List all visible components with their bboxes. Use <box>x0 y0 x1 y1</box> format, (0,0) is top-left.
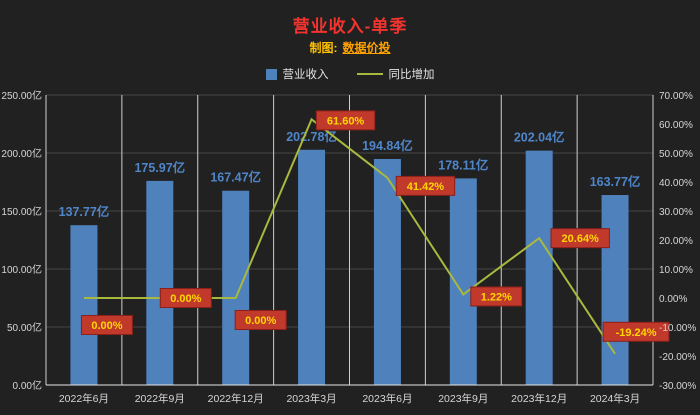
bar-value-label: 202.78亿 <box>286 129 337 144</box>
left-axis-tick: 100.00亿 <box>1 263 42 276</box>
x-axis-label: 2022年9月 <box>135 392 185 405</box>
yoy-label: 41.42% <box>407 181 445 193</box>
right-axis-tick: -20.00% <box>659 352 696 363</box>
yoy-label: 0.00% <box>170 293 201 305</box>
right-axis-tick: 0.00% <box>659 294 687 305</box>
yoy-label: 20.64% <box>562 233 600 245</box>
bar-value-label: 194.84亿 <box>362 138 413 153</box>
bar-2023年12月[interactable] <box>525 150 553 385</box>
right-axis-tick: -10.00% <box>659 323 696 334</box>
legend-item-revenue[interactable]: 营业收入 <box>265 66 329 82</box>
bar-2024年3月[interactable] <box>601 195 629 385</box>
chart-subtitle: 制图: 数据价投 <box>0 39 700 56</box>
left-axis-tick: 0.00亿 <box>13 379 42 392</box>
legend-line-label: 同比增加 <box>388 69 435 81</box>
bar-value-label: 202.04亿 <box>514 130 565 145</box>
legend-item-yoy[interactable]: 同比增加 <box>356 66 435 82</box>
yoy-label: 0.00% <box>245 315 276 327</box>
bar-value-label: 178.11亿 <box>438 157 488 172</box>
bar-2022年12月[interactable] <box>222 190 250 385</box>
yoy-label-box <box>602 321 670 342</box>
legend-bar-swatch-icon <box>265 68 277 80</box>
yoy-label-box <box>159 288 212 308</box>
legend-line-swatch-icon <box>356 73 383 75</box>
x-axis-label: 2024年3月 <box>590 392 640 405</box>
left-axis-tick: 150.00亿 <box>1 205 42 218</box>
left-axis-tick: 50.00亿 <box>7 321 42 334</box>
right-axis-tick: 20.00% <box>659 236 693 247</box>
yoy-label-box <box>234 310 287 330</box>
x-axis-label: 2023年3月 <box>286 392 336 405</box>
bar-value-label: 175.97亿 <box>134 160 185 175</box>
right-axis-tick: 30.00% <box>659 207 693 218</box>
subtitle-author-link[interactable]: 数据价投 <box>342 41 391 55</box>
chart-legend: 营业收入 同比增加 <box>0 66 700 82</box>
bar-value-label: 167.47亿 <box>210 170 261 185</box>
bar-value-label: 137.77亿 <box>59 204 110 219</box>
yoy-label-box <box>470 286 523 307</box>
yoy-label-box <box>550 228 610 249</box>
x-axis-label: 2022年6月 <box>59 392 109 405</box>
bar-2023年6月[interactable] <box>373 158 401 385</box>
yoy-label-box <box>315 110 376 131</box>
yoy-label: 1.22% <box>481 291 512 303</box>
yoy-label-box <box>395 175 456 196</box>
yoy-label-box <box>80 315 133 335</box>
chart-title: 营业收入-单季 <box>292 17 408 36</box>
x-axis-label: 2023年12月 <box>511 392 567 405</box>
bar-2023年3月[interactable] <box>298 149 326 385</box>
left-axis-tick: 250.00亿 <box>1 89 42 102</box>
right-axis-tick: 60.00% <box>659 120 693 131</box>
right-axis-tick: 10.00% <box>659 265 693 276</box>
right-axis-tick: 50.00% <box>659 149 693 160</box>
right-axis-tick: 40.00% <box>659 178 693 189</box>
bar-value-label: 163.77亿 <box>590 174 641 189</box>
legend-bar-label: 营业收入 <box>282 69 329 81</box>
bar-2022年9月[interactable] <box>146 180 174 385</box>
x-axis-label: 2023年6月 <box>362 392 412 405</box>
right-axis-tick: -30.00% <box>659 381 696 392</box>
subtitle-prefix: 制图: <box>309 41 338 55</box>
x-axis-label: 2023年9月 <box>438 392 488 405</box>
yoy-label: 0.00% <box>91 320 122 332</box>
yoy-label: 61.60% <box>327 115 365 127</box>
x-axis-label: 2022年12月 <box>208 392 264 405</box>
bar-2022年6月[interactable] <box>70 225 98 385</box>
yoy-label: -19.24% <box>616 327 657 339</box>
left-axis-tick: 200.00亿 <box>1 147 42 160</box>
right-axis-tick: 70.00% <box>659 91 693 102</box>
